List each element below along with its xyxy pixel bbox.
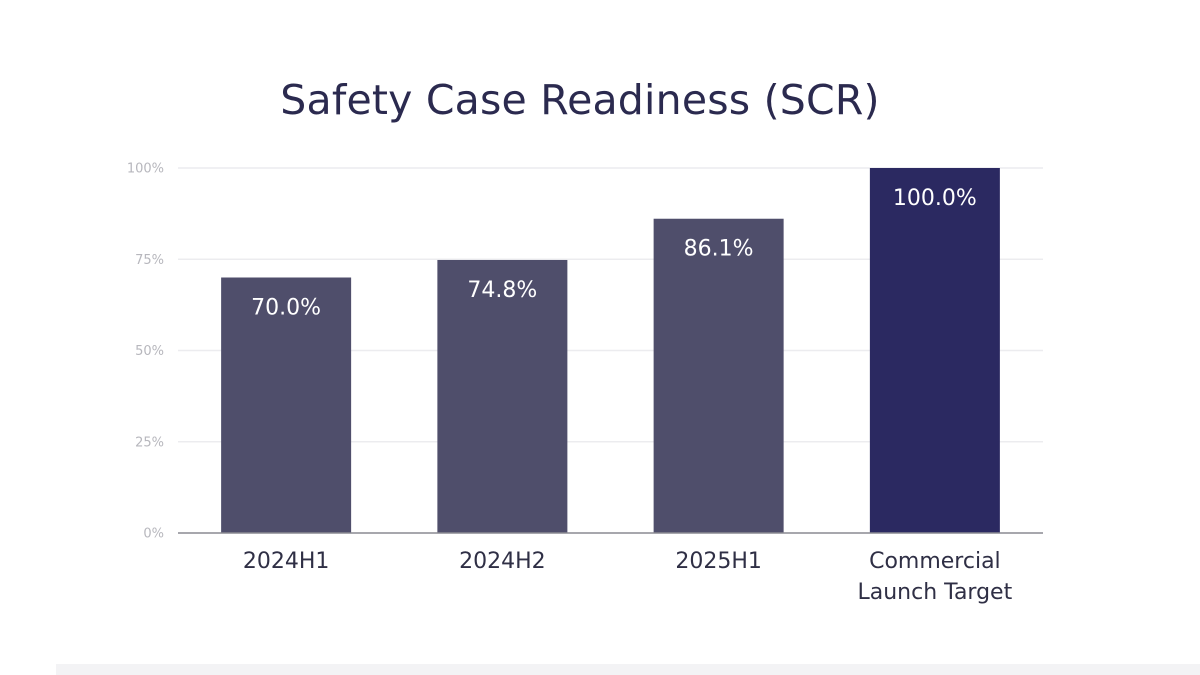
y-axis-ticks: 0% 25% 50% 75% 100% — [127, 162, 164, 542]
x-tick-label-line: Launch Target — [858, 580, 1013, 605]
bar — [221, 277, 352, 533]
bar — [437, 259, 568, 533]
bars: 70.0% 74.8% 86.1% 100.0% — [221, 168, 1000, 534]
x-tick-label-line: 2024H1 — [243, 549, 330, 574]
footer-band — [56, 664, 1200, 675]
bar — [869, 168, 1000, 533]
x-tick-label: 2024H1 — [243, 549, 330, 574]
y-tick-label: 75% — [135, 253, 164, 268]
data-label: 100.0% — [893, 186, 977, 211]
x-tick-label: 2025H1 — [675, 549, 762, 574]
x-tick-label-line: Commercial — [869, 549, 1001, 574]
data-label: 86.1% — [684, 237, 754, 262]
data-label: 70.0% — [251, 296, 321, 321]
x-axis-labels: 2024H1 2024H2 2025H1 Commercial Launch Targe… — [243, 549, 1013, 605]
data-label: 74.8% — [467, 278, 537, 303]
bar — [653, 218, 784, 534]
y-tick-label: 50% — [135, 344, 164, 359]
x-tick-label: Commercial Launch Target — [858, 549, 1013, 605]
x-tick-label-line: 2024H2 — [459, 549, 546, 574]
y-tick-label: 0% — [143, 527, 164, 542]
chart-title: Safety Case Readiness (SCR) — [280, 76, 880, 124]
y-tick-label: 100% — [127, 162, 164, 177]
x-tick-label-line: 2025H1 — [675, 549, 762, 574]
y-tick-label: 25% — [135, 435, 164, 450]
x-tick-label: 2024H2 — [459, 549, 546, 574]
